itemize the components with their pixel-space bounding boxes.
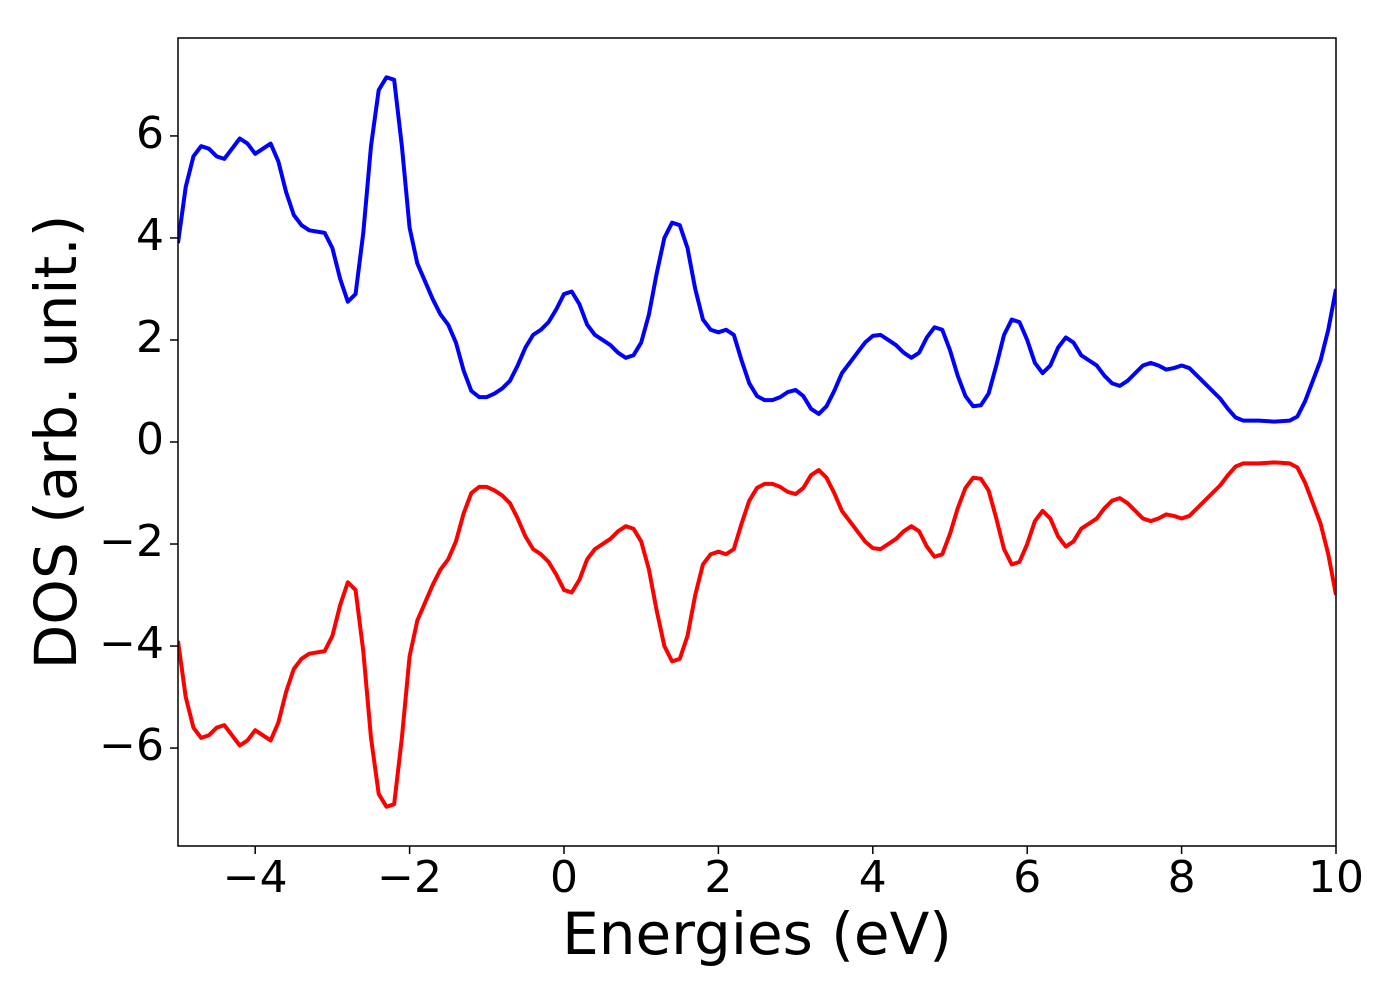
x-tick-label: 4 [859, 852, 887, 903]
y-tick-label: 0 [136, 414, 164, 465]
x-axis-label: Energies (eV) [562, 900, 952, 968]
y-tick-label: 4 [136, 210, 164, 261]
x-tick-label: −4 [223, 852, 288, 903]
y-tick-label: 2 [136, 312, 164, 363]
y-tick-label: 6 [136, 108, 164, 159]
x-tick-label: 0 [550, 852, 578, 903]
y-tick-label: −4 [99, 618, 164, 669]
series-line [178, 460, 1336, 809]
y-tick-label: −6 [99, 720, 164, 771]
x-tick-label: −2 [377, 852, 442, 903]
x-tick-label: 10 [1308, 852, 1364, 903]
y-tick-label: −2 [99, 516, 164, 567]
series-line [178, 75, 1336, 424]
x-tick-label: 6 [1013, 852, 1041, 903]
plot-frame [177, 37, 1337, 847]
x-tick-label: 8 [1168, 852, 1196, 903]
y-axis-label: DOS (arb. unit.) [22, 215, 90, 670]
x-tick-label: 2 [704, 852, 732, 903]
